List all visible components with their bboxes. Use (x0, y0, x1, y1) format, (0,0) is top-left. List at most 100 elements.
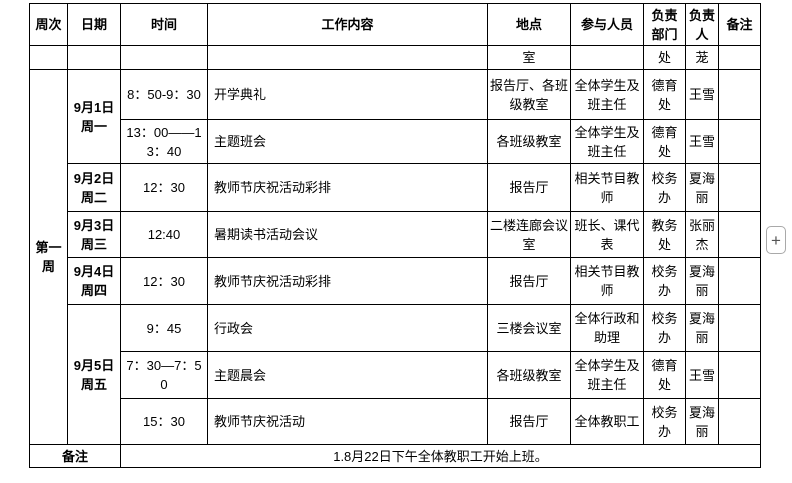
content-cell: 教师节庆祝活动彩排 (207, 163, 488, 212)
table-row: 9月5日 周五 9：45 行政会 三楼会议室 全体行政和助理 校务办 夏海丽 (30, 304, 761, 445)
time-cell: 15：30 (120, 398, 208, 445)
person-cell: 夏海丽 (685, 257, 719, 305)
carryover-department-cell: 处 (643, 45, 686, 70)
table-row: 7：30—7：50 主题晨会 各班级教室 全体学生及班主任 德育处 王雪 (30, 351, 761, 399)
note-cell (718, 69, 761, 120)
footer-row: 备注 1.8月22日下午全体教职工开始上班。 (29, 444, 761, 468)
person-cell: 夏海丽 (685, 163, 719, 212)
location-cell: 各班级教室 (487, 119, 571, 164)
time-cell: 12：30 (120, 163, 208, 212)
department-cell: 校务办 (643, 398, 686, 445)
header-date: 日期 (67, 3, 121, 46)
header-time: 时间 (120, 3, 208, 46)
person-cell: 张丽杰 (685, 211, 719, 258)
location-cell: 报告厅 (487, 163, 571, 212)
person-cell: 夏海丽 (685, 304, 719, 352)
content-cell: 主题班会 (207, 119, 488, 164)
participants-cell: 全体学生及班主任 (570, 69, 644, 120)
date-label: 9月2日 (73, 170, 115, 186)
time-cell: 9：45 (120, 304, 208, 352)
carryover-date-cell (67, 45, 121, 70)
note-cell (718, 119, 761, 164)
person-cell: 夏海丽 (685, 398, 719, 445)
department-cell: 校务办 (643, 304, 686, 352)
header-note: 备注 (718, 3, 761, 46)
carryover-week-cell (29, 45, 68, 70)
content-cell: 主题晨会 (207, 351, 488, 399)
department-cell: 德育处 (643, 351, 686, 399)
date-cell: 9月3日 周三 (67, 211, 121, 258)
time-cell: 8：50-9：30 (120, 69, 208, 120)
time-cell: 13：00——13：40 (120, 119, 208, 164)
footer-label-cell: 备注 (29, 444, 121, 468)
department-cell: 校务办 (643, 163, 686, 212)
table-row: 第一周 9月1日 周一 8：50-9：30 开学典礼 报告厅、各班级教室 全体学… (29, 69, 761, 445)
weekday-label: 周一 (80, 118, 107, 134)
time-cell: 7：30—7：50 (120, 351, 208, 399)
weekday-label: 周二 (80, 189, 107, 205)
header-week: 周次 (29, 3, 68, 46)
date-label: 9月3日 (73, 217, 115, 233)
weekday-label: 周五 (80, 376, 107, 392)
carryover-participants-cell (570, 45, 644, 70)
carryover-time-cell (120, 45, 208, 70)
note-cell (718, 163, 761, 212)
header-participants: 参与人员 (570, 3, 644, 46)
location-cell: 二楼连廊会议室 (487, 211, 571, 258)
note-cell (718, 304, 761, 352)
table-row: 9月4日 周四 12：30 教师节庆祝活动彩排 报告厅 相关节目教师 校务办 夏… (30, 257, 761, 305)
carryover-content-cell (207, 45, 488, 70)
carryover-note-cell (718, 45, 761, 70)
insert-plus-button[interactable]: + (766, 226, 786, 254)
participants-cell: 全体学生及班主任 (570, 119, 644, 164)
table-row: 9月3日 周三 12:40 暑期读书活动会议 二楼连廊会议室 班长、课代表 教务… (30, 211, 761, 258)
department-cell: 德育处 (643, 119, 686, 164)
content-cell: 行政会 (207, 304, 488, 352)
header-person: 负责人 (685, 3, 719, 46)
department-cell: 德育处 (643, 69, 686, 120)
weekday-label: 周四 (80, 283, 107, 298)
date-cell: 9月5日 周五 (67, 304, 121, 445)
location-cell: 报告厅 (487, 398, 571, 445)
content-cell: 教师节庆祝活动 (207, 398, 488, 445)
department-cell: 校务办 (643, 257, 686, 305)
participants-cell: 相关节目教师 (570, 257, 644, 305)
note-cell (718, 351, 761, 399)
department-cell: 教务处 (643, 211, 686, 258)
weekly-schedule-table: 周次 日期 时间 工作内容 地点 参与人员 负责部门 负责人 备注 室 处 茏 … (29, 3, 761, 468)
location-cell: 三楼会议室 (487, 304, 571, 352)
footer-content-cell: 1.8月22日下午全体教职工开始上班。 (120, 444, 761, 468)
header-content: 工作内容 (207, 3, 488, 46)
participants-cell: 全体教职工 (570, 398, 644, 445)
carryover-location-cell: 室 (487, 45, 571, 70)
carryover-row: 室 处 茏 (29, 45, 761, 70)
date-label: 9月1日 (73, 99, 115, 115)
header-location: 地点 (487, 3, 571, 46)
note-cell (718, 211, 761, 258)
note-cell (718, 257, 761, 305)
date-label: 9月4日 (73, 264, 115, 279)
week-cell: 第一周 (29, 69, 68, 445)
participants-cell: 班长、课代表 (570, 211, 644, 258)
person-cell: 王雪 (685, 69, 719, 120)
participants-cell: 全体学生及班主任 (570, 351, 644, 399)
time-cell: 12：30 (120, 257, 208, 305)
date-cell: 9月4日 周四 (67, 257, 121, 305)
content-cell: 开学典礼 (207, 69, 488, 120)
table-row: 13：00——13：40 主题班会 各班级教室 全体学生及班主任 德育处 王雪 (30, 119, 761, 164)
table-row: 9月2日 周二 12：30 教师节庆祝活动彩排 报告厅 相关节目教师 校务办 夏… (30, 163, 761, 212)
date-cell: 9月1日 周一 (67, 69, 121, 164)
participants-cell: 全体行政和助理 (570, 304, 644, 352)
header-row: 周次 日期 时间 工作内容 地点 参与人员 负责部门 负责人 备注 (29, 3, 761, 46)
person-cell: 王雪 (685, 119, 719, 164)
location-cell: 报告厅 (487, 257, 571, 305)
date-cell: 9月2日 周二 (67, 163, 121, 212)
content-cell: 教师节庆祝活动彩排 (207, 257, 488, 305)
date-label: 9月5日 (73, 357, 115, 373)
location-cell: 各班级教室 (487, 351, 571, 399)
carryover-person-cell: 茏 (685, 45, 719, 70)
content-cell: 暑期读书活动会议 (207, 211, 488, 258)
participants-cell: 相关节目教师 (570, 163, 644, 212)
table-row: 15：30 教师节庆祝活动 报告厅 全体教职工 校务办 夏海丽 (30, 398, 761, 445)
